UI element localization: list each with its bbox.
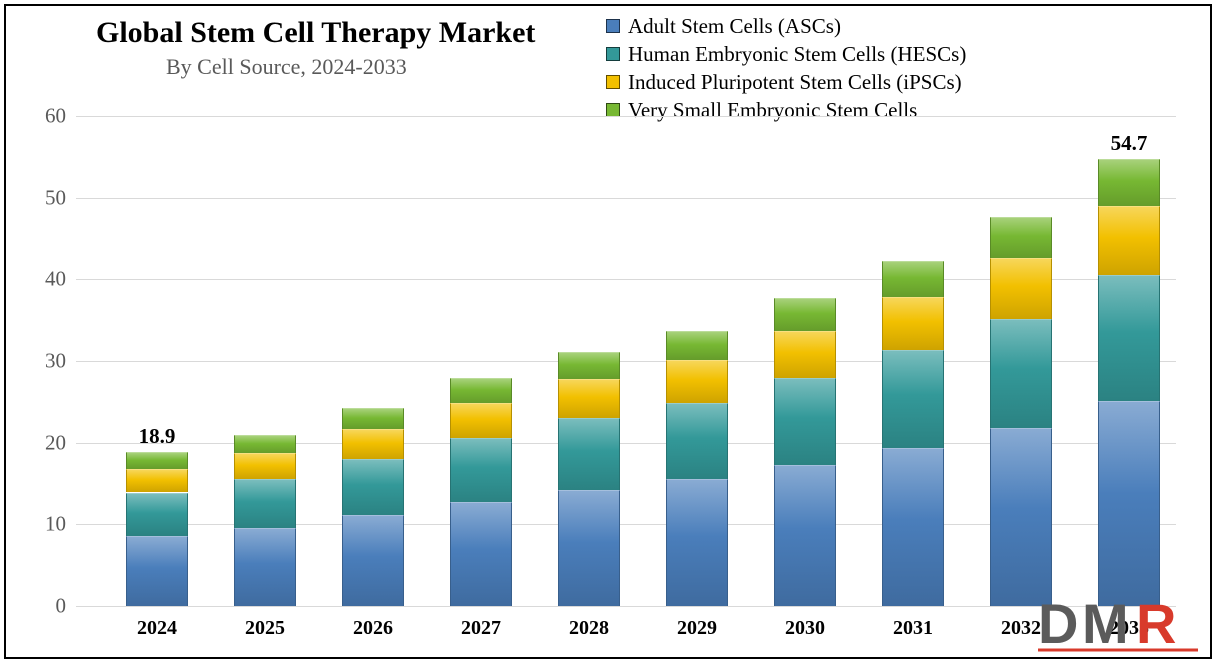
- bar-segment: [558, 352, 620, 379]
- bar-segment: [666, 479, 728, 606]
- y-tick-label: 20: [26, 430, 66, 455]
- bar-segment: [450, 403, 512, 438]
- bar-segment: [234, 479, 296, 527]
- legend-swatch-ascs: [606, 19, 620, 33]
- x-tick-label: 2024: [126, 617, 188, 640]
- bar-segment: [882, 297, 944, 350]
- y-tick-label: 0: [26, 594, 66, 619]
- x-tick-label: 2030: [774, 617, 836, 640]
- logo-d-icon: D: [1038, 593, 1078, 653]
- bar-segment: [126, 452, 188, 469]
- bar-segment: [450, 502, 512, 606]
- bar-segment: [882, 350, 944, 447]
- bar-segment: [126, 493, 188, 536]
- bar-segment: [450, 378, 512, 403]
- data-label: 54.7: [1089, 131, 1169, 156]
- bar-segment: [558, 418, 620, 490]
- bar-segment: [1098, 206, 1160, 275]
- plot-area: 0102030405060202420252026202720282029203…: [76, 116, 1176, 606]
- bar-segment: [558, 379, 620, 418]
- legend-item-ipscs: Induced Pluripotent Stem Cells (iPSCs): [606, 68, 966, 96]
- x-tick-label: 2029: [666, 617, 728, 640]
- legend-label: Human Embryonic Stem Cells (HESCs): [628, 42, 966, 67]
- bar-segment: [990, 217, 1052, 258]
- legend-label: Induced Pluripotent Stem Cells (iPSCs): [628, 70, 962, 95]
- bar-segment: [342, 459, 404, 515]
- bar-segment: [126, 469, 188, 493]
- bar-segment: [234, 453, 296, 479]
- y-tick-label: 30: [26, 349, 66, 374]
- bar-segment: [342, 515, 404, 606]
- bar-segment: [774, 378, 836, 465]
- x-tick-label: 2028: [558, 617, 620, 640]
- gridline: [76, 116, 1176, 117]
- bar-segment: [1098, 275, 1160, 401]
- bar-segment: [666, 360, 728, 402]
- bar-segment: [1098, 159, 1160, 206]
- gridline: [76, 198, 1176, 199]
- bar-segment: [774, 331, 836, 378]
- bar-segment: [126, 536, 188, 606]
- logo-r-icon: R: [1136, 593, 1176, 653]
- bar-segment: [1098, 401, 1160, 606]
- bar-segment: [234, 528, 296, 606]
- legend-item-ascs: Adult Stem Cells (ASCs): [606, 12, 966, 40]
- x-tick-label: 2031: [882, 617, 944, 640]
- data-label: 18.9: [117, 424, 197, 449]
- brand-logo: D M R: [1038, 593, 1198, 653]
- bar-segment: [450, 438, 512, 503]
- legend-item-hescs: Human Embryonic Stem Cells (HESCs): [606, 40, 966, 68]
- y-tick-label: 50: [26, 185, 66, 210]
- bar-segment: [990, 319, 1052, 428]
- legend-swatch-ipscs: [606, 75, 620, 89]
- bar-segment: [558, 490, 620, 606]
- bar-segment: [774, 465, 836, 606]
- bar-segment: [990, 428, 1052, 606]
- legend-swatch-hescs: [606, 47, 620, 61]
- bar-segment: [234, 435, 296, 454]
- bar-segment: [882, 261, 944, 297]
- chart-subtitle: By Cell Source, 2024-2033: [166, 54, 407, 80]
- bar-segment: [342, 429, 404, 459]
- y-tick-label: 10: [26, 512, 66, 537]
- bar-segment: [666, 331, 728, 360]
- bar-segment: [882, 448, 944, 606]
- y-tick-label: 60: [26, 104, 66, 129]
- x-tick-label: 2027: [450, 617, 512, 640]
- legend: Adult Stem Cells (ASCs) Human Embryonic …: [606, 12, 966, 124]
- bar-segment: [774, 298, 836, 331]
- chart-container: Global Stem Cell Therapy Market By Cell …: [4, 4, 1212, 659]
- x-tick-label: 2025: [234, 617, 296, 640]
- chart-title: Global Stem Cell Therapy Market: [96, 16, 535, 50]
- logo-m-icon: M: [1082, 593, 1129, 653]
- legend-swatch-vsel: [606, 103, 620, 117]
- gridline: [76, 606, 1176, 607]
- bar-segment: [990, 258, 1052, 318]
- x-tick-label: 2026: [342, 617, 404, 640]
- legend-label: Adult Stem Cells (ASCs): [628, 14, 841, 39]
- y-tick-label: 40: [26, 267, 66, 292]
- bar-segment: [342, 408, 404, 429]
- bar-segment: [666, 403, 728, 480]
